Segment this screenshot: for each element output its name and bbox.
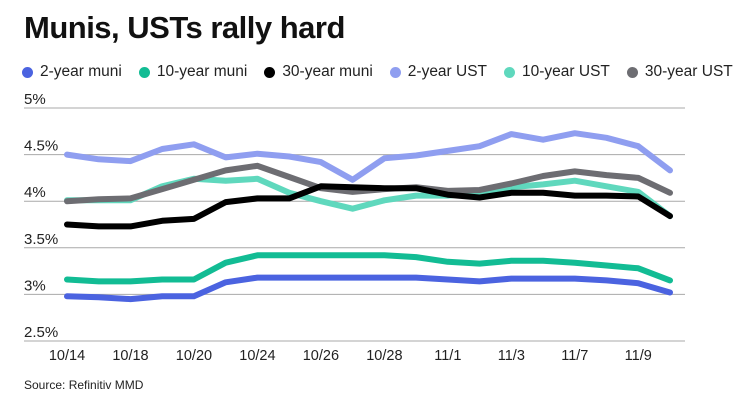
- legend-label: 30-year muni: [282, 63, 373, 80]
- series-line-30-year-muni: [64, 183, 673, 230]
- legend: 2-year muni 10-year muni 30-year muni 2-…: [22, 63, 740, 81]
- legend-label: 30-year UST: [644, 63, 733, 80]
- source-note: Source: Refinitiv MMD: [24, 378, 144, 392]
- y-axis-ticks: 5% 4.5% 4% 3.5% 3% 2.5%: [24, 91, 58, 341]
- legend-dot-icon: [626, 66, 638, 78]
- legend-item-10-year-ust: 10-year UST: [504, 63, 610, 81]
- legend-label: 10-year muni: [156, 63, 248, 80]
- legend-item-30-year-ust: 30-year UST: [626, 63, 733, 81]
- y-tick-label: 4%: [24, 184, 46, 201]
- x-tick-label: 11/3: [498, 348, 525, 364]
- y-tick-label: 4.5%: [24, 138, 58, 155]
- x-tick-label: 10/18: [112, 348, 148, 364]
- gridlines: [24, 107, 685, 342]
- x-tick-label: 10/20: [176, 348, 212, 364]
- legend-dot-icon: [389, 66, 401, 78]
- legend-item-2-year-ust: 2-year UST: [389, 63, 488, 81]
- x-tick-label: 11/1: [434, 348, 461, 364]
- legend-dot-icon: [264, 66, 276, 78]
- x-axis-ticks: 10/14 10/18 10/20 10/24 10/26 10/28 11/1 11/3 11…: [49, 348, 652, 364]
- legend-dot-icon: [22, 66, 33, 78]
- y-tick-label: 2.5%: [24, 324, 58, 341]
- x-tick-label: 10/14: [49, 348, 85, 364]
- x-tick-label: 10/24: [239, 348, 275, 364]
- legend-label: 2-year muni: [40, 63, 122, 80]
- x-tick-label: 11/9: [625, 348, 652, 364]
- legend-item-30-year-muni: 30-year muni: [264, 63, 373, 81]
- y-tick-label: 3.5%: [24, 231, 58, 248]
- series-line-2-year-muni: [64, 274, 673, 303]
- legend-item-2-year-muni: 2-year muni: [22, 63, 122, 81]
- series-lines: [64, 130, 673, 303]
- legend-label: 2-year UST: [407, 63, 488, 80]
- legend-dot-icon: [504, 66, 516, 78]
- chart-title: Munis, USTs rally hard: [24, 10, 345, 45]
- series-line-2-year-ust: [64, 130, 673, 183]
- legend-label: 10-year UST: [522, 63, 610, 80]
- y-tick-label: 5%: [24, 91, 46, 108]
- x-tick-label: 11/7: [561, 348, 588, 364]
- legend-item-10-year-muni: 10-year muni: [138, 63, 248, 81]
- legend-dot-icon: [138, 66, 150, 78]
- y-tick-label: 3%: [24, 277, 46, 294]
- x-tick-label: 10/26: [303, 348, 339, 364]
- series-line-10-year-muni: [64, 252, 673, 285]
- x-tick-label: 10/28: [366, 348, 402, 364]
